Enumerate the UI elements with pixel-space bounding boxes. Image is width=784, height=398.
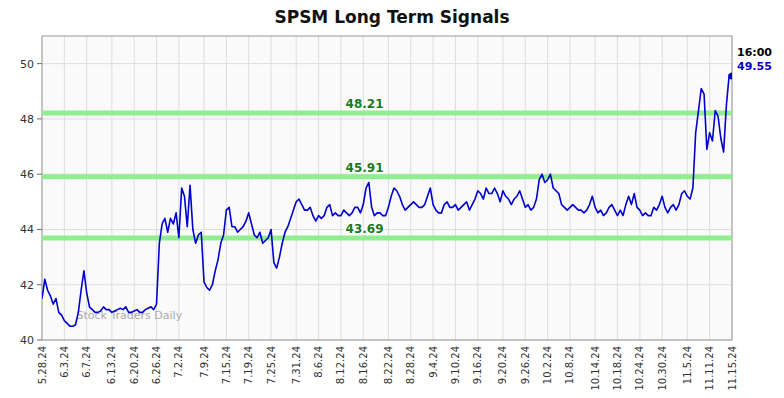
x-grid-line: [388, 36, 389, 340]
x-tick-label: 8.22.24: [383, 346, 394, 384]
x-grid-line: [687, 36, 688, 340]
y-tick-label: 50: [20, 58, 34, 71]
y-grid-line: [42, 63, 732, 64]
x-grid-line: [433, 36, 434, 340]
x-grid-line: [662, 36, 663, 340]
x-tick-label: 11.15.24: [727, 346, 738, 391]
x-grid-line: [455, 36, 456, 340]
signal-label: 45.91: [346, 161, 384, 175]
x-grid-line: [363, 36, 364, 340]
y-grid-line: [42, 229, 732, 230]
x-grid-line: [569, 36, 570, 340]
x-tick-label: 6.26.24: [151, 346, 162, 384]
grid: [42, 36, 732, 340]
x-tick-label: 7.9.24: [199, 346, 210, 378]
x-tick-label: 6.3.24: [59, 346, 70, 378]
title: SPSM Long Term Signals: [274, 7, 509, 27]
x-tick-label: 9.10.24: [450, 346, 461, 384]
chart: 40 42 44 46 48 50 5.28.24 6.3.24 6.7.24 6.13.24 6.…: [0, 0, 784, 398]
y-tick: [37, 174, 42, 175]
x-grid-line: [525, 36, 526, 340]
signal-line: [42, 111, 732, 116]
signal-line: [42, 174, 732, 179]
x-grid-line: [340, 36, 341, 340]
x-grid-line: [134, 36, 135, 340]
y-tick: [37, 118, 42, 119]
signal-label: 48.21: [346, 97, 384, 111]
x-tick-label: 10.2.24: [542, 346, 553, 384]
x-tick-label: 7.25.24: [266, 346, 277, 384]
x-tick-label: 11.11.24: [704, 346, 715, 391]
x-grid-line: [111, 36, 112, 340]
last-time-label: 16:00: [737, 46, 772, 59]
x-grid-line: [296, 36, 297, 340]
signal-line: [42, 236, 732, 241]
x-tick-label: 9.26.24: [520, 346, 531, 384]
y-tick-label: 46: [20, 168, 34, 181]
plot-frame: [42, 36, 732, 340]
x-tick-label: 8.28.24: [405, 346, 416, 384]
last-price-label: 49.55: [737, 60, 772, 73]
x-tick-label: 8.12.24: [335, 346, 346, 384]
y-tick-label: 40: [20, 334, 34, 347]
x-grid-line: [64, 36, 65, 340]
x-tick-label: 9.20.24: [497, 346, 508, 384]
x-tick-label: 6.7.24: [81, 346, 92, 378]
y-tick: [37, 229, 42, 230]
x-grid-line: [226, 36, 227, 340]
x-grid-line: [477, 36, 478, 340]
x-tick-label: 7.15.24: [221, 346, 232, 384]
x-tick-label: 7.31.24: [291, 346, 302, 384]
x-grid-line: [709, 36, 710, 340]
x-tick-label: 5.28.24: [37, 346, 48, 384]
x-tick-label: 8.6.24: [313, 346, 324, 378]
x-grid-line: [547, 36, 548, 340]
x-grid-line: [502, 36, 503, 340]
x-tick-label: 9.16.24: [472, 346, 483, 384]
x-tick-label: 10.8.24: [564, 346, 575, 384]
x-tick-label: 9.4.24: [428, 346, 439, 378]
x-grid-line: [318, 36, 319, 340]
plot-area: [42, 36, 732, 340]
x-tick-label: 10.14.24: [590, 346, 601, 391]
x-tick-label: 6.13.24: [106, 346, 117, 384]
x-grid-line: [248, 36, 249, 340]
x-grid-line: [617, 36, 618, 340]
y-tick: [37, 340, 42, 341]
y-grid-line: [42, 118, 732, 119]
y-tick-label: 42: [20, 279, 34, 292]
y-tick: [37, 63, 42, 64]
data-layer: [42, 73, 732, 327]
x-grid-line: [595, 36, 596, 340]
x-tick-label: 10.30.24: [657, 346, 668, 391]
x-grid-line: [204, 36, 205, 340]
x-grid-line: [178, 36, 179, 340]
x-tick-label: 6.20.24: [129, 346, 140, 384]
last-point: [729, 73, 733, 80]
x-tick-label: 7.2.24: [173, 346, 184, 378]
y-grid-line: [42, 284, 732, 285]
x-tick-label: 7.19.24: [243, 346, 254, 384]
x-tick-label: 10.24.24: [634, 346, 645, 391]
y-tick-label: 48: [20, 113, 34, 126]
price-line: [42, 75, 732, 326]
signal-label: 43.69: [346, 222, 384, 236]
x-grid-line: [271, 36, 272, 340]
x-tick-label: 8.16.24: [358, 346, 369, 384]
x-grid-line: [410, 36, 411, 340]
x-tick-label: 11.5.24: [682, 346, 693, 384]
x-grid-line: [639, 36, 640, 340]
y-tick-label: 44: [20, 223, 34, 236]
y-tick: [37, 284, 42, 285]
x-tick-label: 10.18.24: [612, 346, 623, 391]
